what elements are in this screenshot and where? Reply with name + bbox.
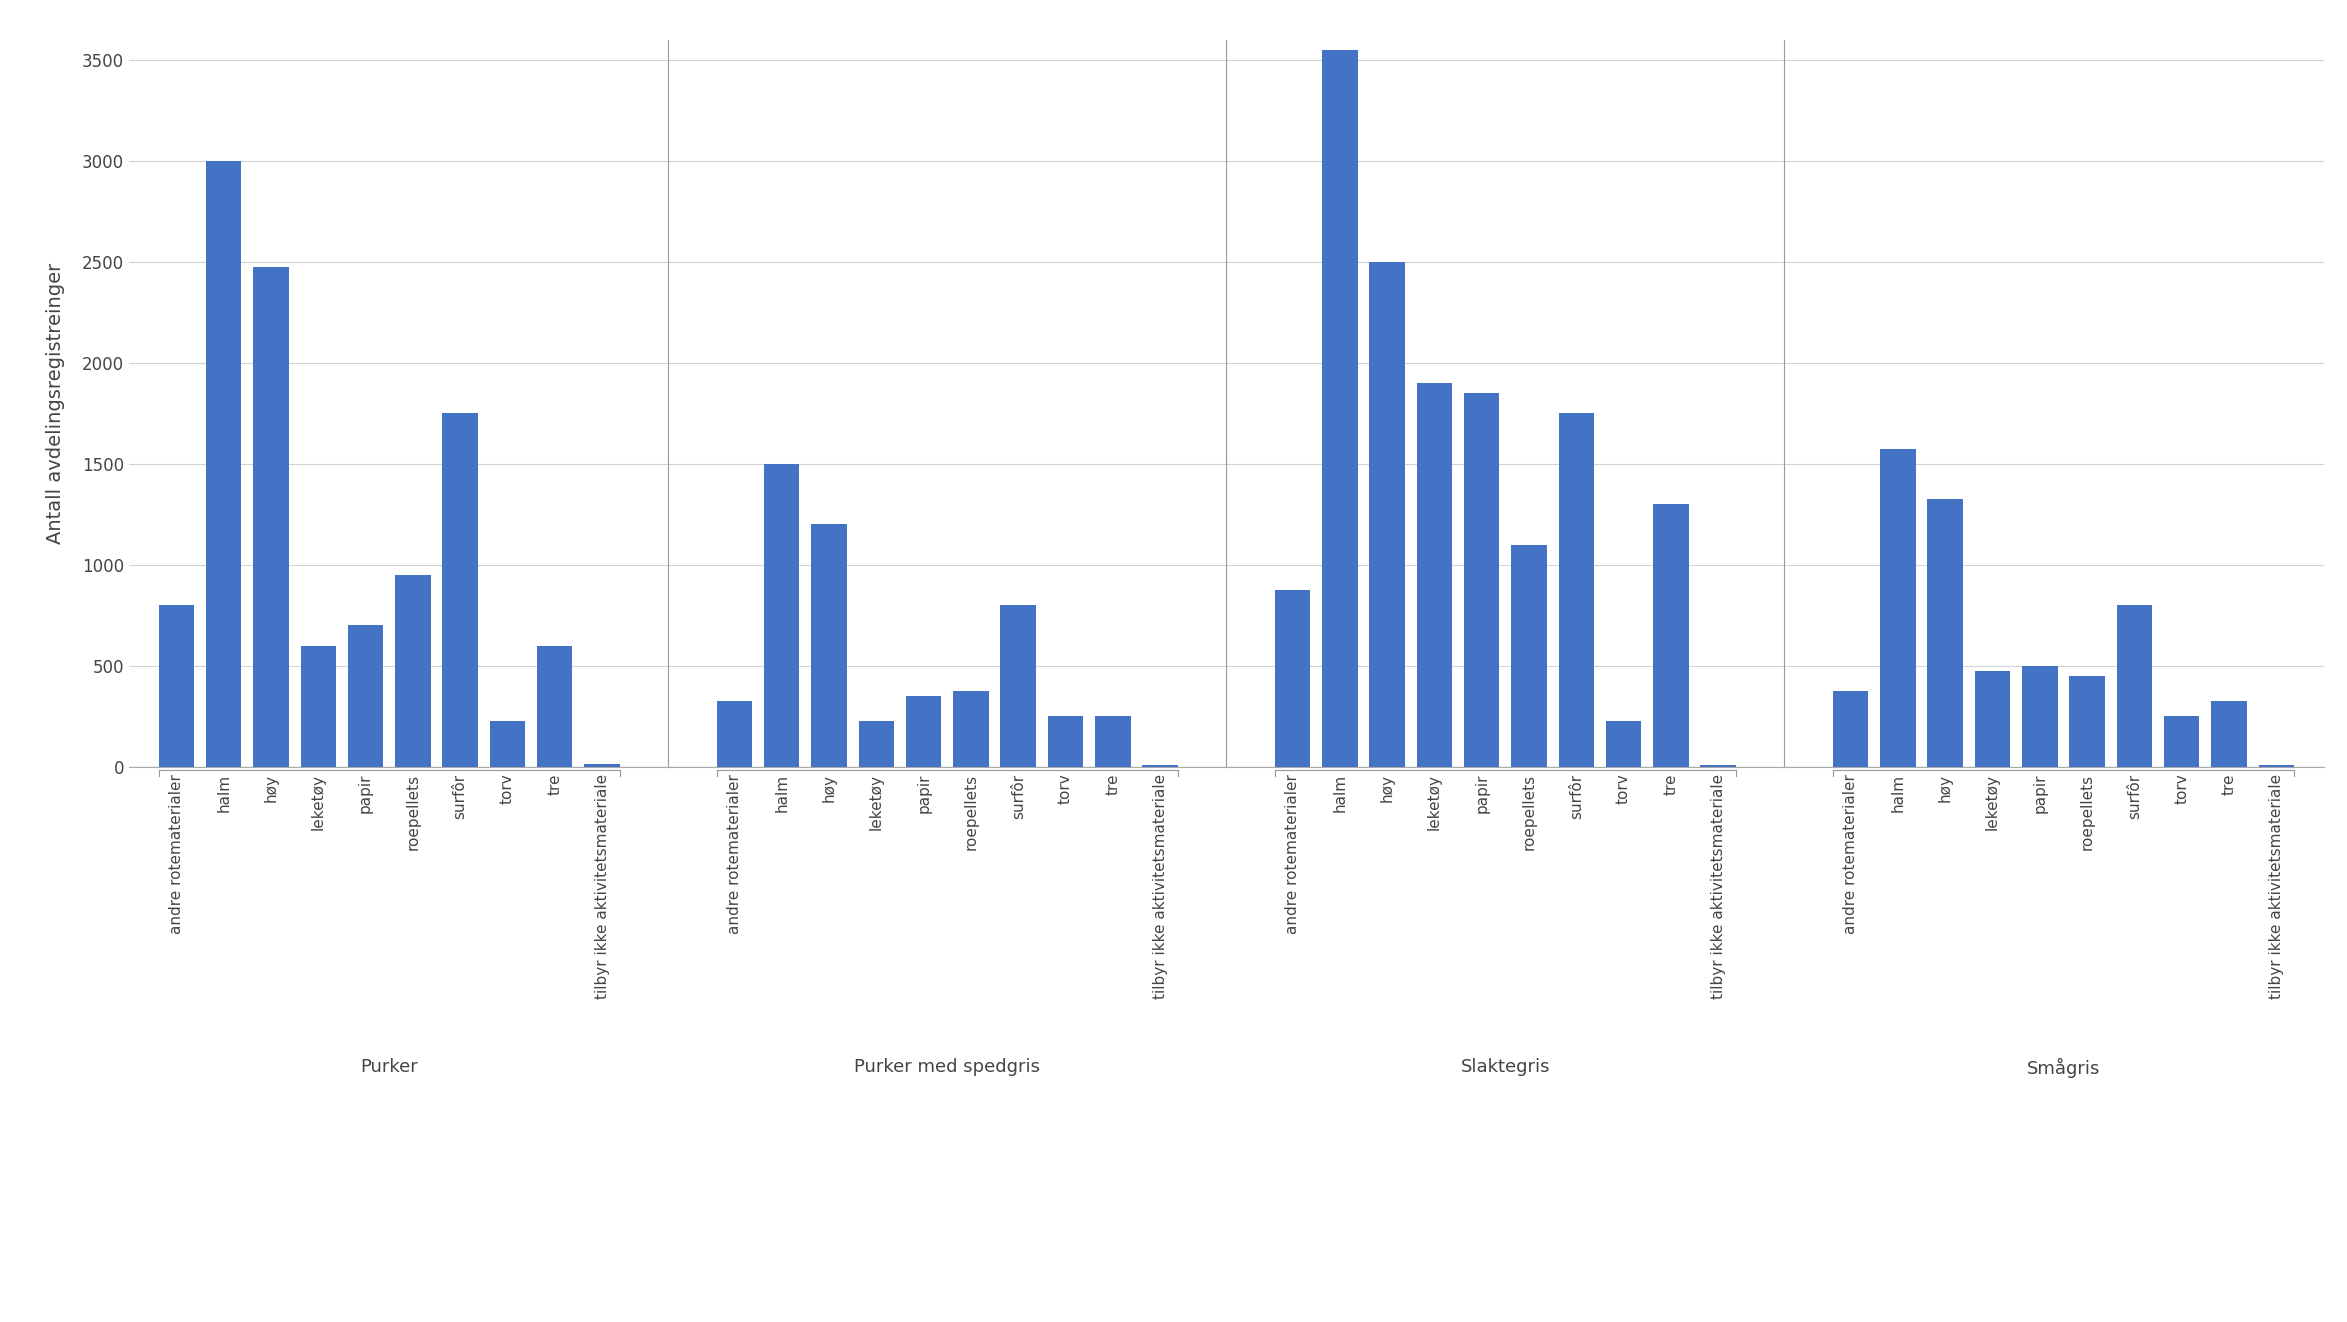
Bar: [584, 764, 620, 767]
Bar: [2211, 701, 2246, 767]
Bar: [859, 722, 894, 767]
Text: Slaktegris: Slaktegris: [1460, 1058, 1549, 1076]
Bar: [2023, 666, 2058, 767]
Bar: [1418, 383, 1453, 767]
Bar: [1833, 691, 1868, 767]
Bar: [160, 605, 195, 767]
Bar: [1096, 717, 1131, 767]
Text: Smågris: Smågris: [2028, 1058, 2101, 1077]
Bar: [1321, 50, 1357, 767]
Bar: [347, 625, 383, 767]
Bar: [2258, 764, 2293, 767]
Text: Purker: Purker: [361, 1058, 418, 1076]
Bar: [1974, 670, 2011, 767]
Bar: [207, 161, 242, 767]
Bar: [765, 464, 800, 767]
Bar: [1652, 504, 1687, 767]
Bar: [716, 701, 751, 767]
Bar: [1605, 722, 1641, 767]
Bar: [1143, 764, 1178, 767]
Bar: [953, 691, 988, 767]
Bar: [441, 414, 479, 767]
Y-axis label: Antall avdelingsregistreinger: Antall avdelingsregistreinger: [47, 263, 66, 543]
Bar: [1880, 448, 1915, 767]
Bar: [300, 645, 336, 767]
Bar: [1558, 414, 1594, 767]
Text: Purker med spedgris: Purker med spedgris: [854, 1058, 1040, 1076]
Bar: [2117, 605, 2152, 767]
Bar: [1927, 500, 1962, 767]
Bar: [1511, 545, 1547, 767]
Bar: [537, 645, 573, 767]
Bar: [2070, 676, 2105, 767]
Bar: [253, 267, 289, 767]
Bar: [1465, 393, 1500, 767]
Bar: [394, 575, 430, 767]
Bar: [1368, 262, 1406, 767]
Bar: [2164, 717, 2199, 767]
Bar: [1000, 605, 1035, 767]
Bar: [1274, 590, 1310, 767]
Bar: [812, 525, 847, 767]
Bar: [491, 722, 526, 767]
Bar: [1702, 764, 1737, 767]
Bar: [1047, 717, 1084, 767]
Bar: [906, 697, 941, 767]
